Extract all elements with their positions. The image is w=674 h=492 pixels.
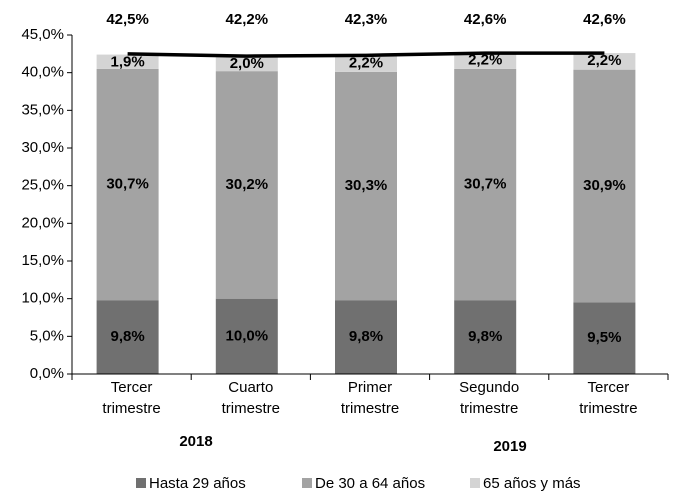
- value-label: 30,9%: [583, 177, 626, 194]
- x-tick-label: Segundo: [459, 379, 519, 396]
- x-tick-label: Tercer: [588, 379, 630, 396]
- legend-label: De 30 a 64 años: [315, 475, 425, 492]
- bar-segment: [573, 69, 636, 303]
- legend-label: Hasta 29 años: [149, 475, 246, 492]
- bar-segment: [573, 53, 636, 70]
- value-label: 2,2%: [349, 54, 383, 71]
- total-label: 42,5%: [106, 11, 149, 28]
- legend-swatch: [136, 478, 146, 488]
- y-tick-label: 45,0%: [21, 26, 64, 43]
- bar-segment: [215, 298, 278, 374]
- value-label: 9,8%: [468, 328, 502, 345]
- legend-swatch: [470, 478, 480, 488]
- bar-segment: [454, 300, 517, 374]
- value-label: 10,0%: [226, 327, 269, 344]
- x-tick-label: Tercer: [111, 379, 153, 396]
- total-label: 42,2%: [226, 11, 269, 28]
- value-label: 30,2%: [226, 176, 269, 193]
- bar-segment: [96, 300, 159, 374]
- y-tick-label: 20,0%: [21, 214, 64, 231]
- bar-segment: [335, 71, 397, 301]
- value-label: 30,3%: [345, 177, 388, 194]
- x-tick-label: trimestre: [460, 400, 518, 417]
- group-label: 2018: [179, 433, 212, 450]
- total-line: [127, 51, 605, 58]
- y-tick-label: 30,0%: [21, 139, 64, 156]
- x-tick-label: Primer: [348, 379, 392, 396]
- bar-segment: [573, 302, 636, 374]
- value-label: 30,7%: [464, 176, 507, 193]
- bar-segment: [335, 300, 397, 374]
- y-tick-label: 25,0%: [21, 177, 64, 194]
- value-label: 2,2%: [468, 51, 502, 68]
- legend-label: 65 años y más: [483, 475, 581, 492]
- total-label: 42,6%: [583, 11, 626, 28]
- y-tick-label: 0,0%: [30, 365, 64, 382]
- x-tick-label: trimestre: [341, 400, 399, 417]
- value-label: 9,5%: [587, 329, 621, 346]
- value-label: 9,8%: [349, 328, 383, 345]
- bar-segment: [335, 55, 397, 72]
- x-tick-label: trimestre: [579, 400, 637, 417]
- bar-segment: [215, 71, 278, 299]
- bar-segment: [96, 68, 159, 301]
- y-tick-label: 35,0%: [21, 101, 64, 118]
- x-tick-label: trimestre: [102, 400, 160, 417]
- value-label: 1,9%: [110, 54, 144, 71]
- total-label: 42,3%: [345, 11, 388, 28]
- bar-segment: [215, 56, 278, 72]
- legend-swatch: [302, 478, 312, 488]
- y-tick-label: 10,0%: [21, 290, 64, 307]
- y-tick-label: 5,0%: [30, 327, 64, 344]
- bar-segment: [96, 54, 159, 69]
- value-label: 2,0%: [230, 55, 264, 72]
- value-label: 30,7%: [106, 176, 149, 193]
- x-tick-label: trimestre: [222, 400, 280, 417]
- value-label: 2,2%: [587, 52, 621, 69]
- value-label: 9,8%: [110, 328, 144, 345]
- bar-segment: [454, 52, 517, 69]
- y-tick-label: 15,0%: [21, 252, 64, 269]
- total-label: 42,6%: [464, 11, 507, 28]
- y-tick-label: 40,0%: [21, 64, 64, 81]
- bar-segment: [454, 68, 517, 301]
- group-label: 2019: [493, 438, 526, 455]
- x-tick-label: Cuarto: [228, 379, 273, 396]
